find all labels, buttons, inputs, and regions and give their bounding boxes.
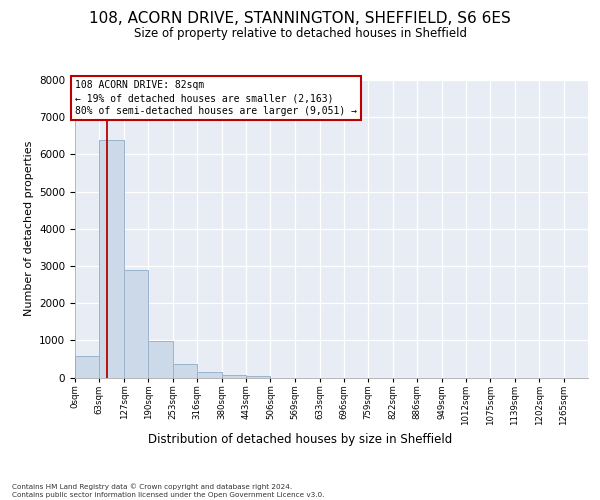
Bar (148, 342, 173, 378)
Text: Distribution of detached houses by size in Sheffield: Distribution of detached houses by size … (148, 432, 452, 446)
Text: Size of property relative to detached houses in Sheffield: Size of property relative to detached ho… (133, 28, 467, 40)
Bar (75, 356, 99, 378)
Bar (222, 374, 246, 378)
Bar (124, 270, 148, 378)
Bar (173, 364, 197, 378)
Text: 108 ACORN DRIVE: 82sqm
← 19% of detached houses are smaller (2,163)
80% of semi-: 108 ACORN DRIVE: 82sqm ← 19% of detached… (75, 80, 357, 116)
Y-axis label: Number of detached properties: Number of detached properties (23, 141, 34, 316)
Text: Contains HM Land Registry data © Crown copyright and database right 2024.
Contai: Contains HM Land Registry data © Crown c… (12, 484, 325, 498)
Bar (197, 372, 221, 378)
Bar (246, 376, 271, 378)
Bar (100, 140, 124, 378)
Text: 108, ACORN DRIVE, STANNINGTON, SHEFFIELD, S6 6ES: 108, ACORN DRIVE, STANNINGTON, SHEFFIELD… (89, 11, 511, 26)
